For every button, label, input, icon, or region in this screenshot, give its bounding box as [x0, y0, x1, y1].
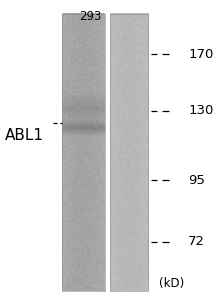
Bar	[62, 14, 105, 291]
Text: ABL1: ABL1	[5, 128, 44, 143]
Bar	[110, 14, 148, 291]
Text: 170: 170	[188, 47, 213, 61]
Text: (kD): (kD)	[159, 277, 185, 290]
Text: 130: 130	[188, 104, 213, 118]
Text: 293: 293	[79, 10, 101, 22]
Text: 95: 95	[188, 173, 205, 187]
Text: 72: 72	[188, 235, 205, 248]
